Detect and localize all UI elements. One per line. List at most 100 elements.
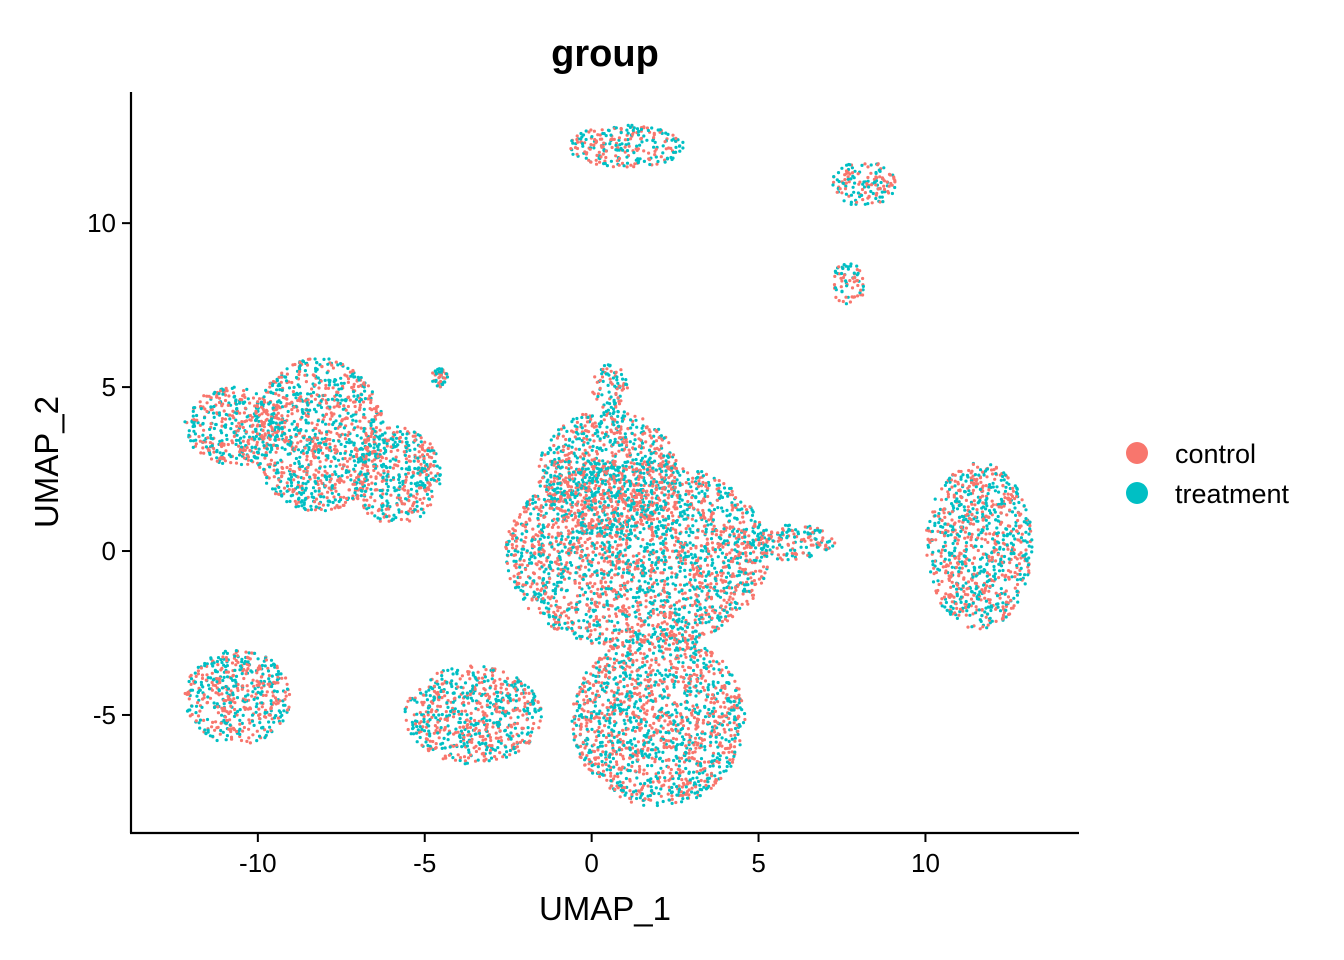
data-point-control <box>869 171 873 175</box>
data-point-control <box>543 453 547 457</box>
data-point-treatment <box>285 394 289 398</box>
data-point-treatment <box>531 498 535 502</box>
data-point-control <box>361 463 365 467</box>
data-point-treatment <box>228 417 232 421</box>
data-point-treatment <box>275 388 279 392</box>
data-point-treatment <box>612 523 616 527</box>
data-point-treatment <box>187 429 191 433</box>
data-point-treatment <box>626 131 630 135</box>
data-point-treatment <box>536 524 540 528</box>
data-point-treatment <box>542 570 546 574</box>
data-point-control <box>353 482 357 486</box>
data-point-control <box>619 427 623 431</box>
data-point-control <box>280 375 284 379</box>
data-point-treatment <box>317 489 321 493</box>
data-point-treatment <box>700 589 704 593</box>
data-point-treatment <box>288 443 292 447</box>
data-point-control <box>218 676 222 680</box>
data-point-control <box>210 725 214 729</box>
data-point-treatment <box>230 421 234 426</box>
data-point-control <box>614 391 618 396</box>
data-point-control <box>280 676 284 680</box>
data-point-treatment <box>359 494 363 498</box>
data-point-control <box>255 671 259 675</box>
data-point-treatment <box>606 363 610 367</box>
data-point-treatment <box>571 417 575 421</box>
data-point-control <box>403 426 407 430</box>
data-point-control <box>303 446 307 450</box>
data-point-treatment <box>640 441 645 445</box>
data-point-control <box>657 436 661 440</box>
data-point-treatment <box>608 402 612 406</box>
data-point-treatment <box>640 140 644 144</box>
data-point-control <box>574 502 578 506</box>
data-point-control <box>605 367 609 371</box>
data-point-control <box>747 534 751 538</box>
data-point-treatment <box>269 434 273 438</box>
data-point-treatment <box>363 489 368 493</box>
data-point-control <box>246 438 251 442</box>
data-point-treatment <box>195 694 199 698</box>
data-point-control <box>305 458 309 462</box>
data-point-treatment <box>204 445 208 449</box>
data-point-treatment <box>617 424 621 428</box>
data-point-treatment <box>840 289 844 293</box>
data-point-control <box>575 594 580 598</box>
data-point-treatment <box>412 459 416 463</box>
data-point-control <box>225 389 229 393</box>
data-point-control <box>224 386 228 390</box>
data-point-control <box>333 486 337 490</box>
data-point-control <box>318 460 322 464</box>
data-point-treatment <box>326 362 330 366</box>
data-point-treatment <box>261 726 265 730</box>
data-point-control <box>215 459 219 463</box>
data-point-treatment <box>305 451 309 455</box>
data-point-control <box>601 145 605 149</box>
data-point-treatment <box>324 454 329 458</box>
data-point-control <box>591 390 595 394</box>
data-point-control <box>283 404 287 408</box>
data-point-treatment <box>314 505 318 509</box>
data-point-treatment <box>650 560 654 565</box>
data-point-control <box>518 575 522 580</box>
data-point-treatment <box>189 677 194 681</box>
data-point-control <box>372 458 376 462</box>
data-point-treatment <box>657 511 661 515</box>
data-point-control <box>260 412 264 416</box>
data-point-control <box>313 500 317 504</box>
data-point-treatment <box>298 465 302 469</box>
data-point-treatment <box>264 733 268 737</box>
data-point-control <box>562 444 566 449</box>
data-point-control <box>274 392 278 396</box>
data-point-treatment <box>271 420 275 424</box>
data-point-treatment <box>708 501 712 505</box>
data-point-control <box>642 149 646 153</box>
data-point-control <box>298 399 302 403</box>
data-point-treatment <box>654 468 658 472</box>
data-point-control <box>268 381 272 385</box>
data-point-control <box>283 697 287 701</box>
data-point-treatment <box>415 489 419 493</box>
data-point-control <box>644 426 649 430</box>
data-point-control <box>306 398 310 402</box>
data-point-control <box>665 622 669 626</box>
data-point-control <box>257 397 262 401</box>
data-point-treatment <box>333 457 337 461</box>
data-point-treatment <box>609 133 613 137</box>
data-point-control <box>281 395 285 400</box>
data-point-control <box>308 357 312 361</box>
data-point-treatment <box>326 398 330 402</box>
data-point-control <box>353 479 357 483</box>
data-point-control <box>325 406 329 410</box>
data-point-control <box>653 153 657 157</box>
data-point-control <box>625 453 629 457</box>
data-point-treatment <box>545 480 549 484</box>
data-point-control <box>631 468 635 472</box>
data-point-treatment <box>860 193 864 197</box>
data-point-treatment <box>304 429 308 433</box>
data-point-control <box>427 488 431 492</box>
data-point-control <box>236 688 240 693</box>
data-point-control <box>278 721 282 726</box>
data-point-control <box>324 386 328 390</box>
data-point-treatment <box>288 472 292 476</box>
